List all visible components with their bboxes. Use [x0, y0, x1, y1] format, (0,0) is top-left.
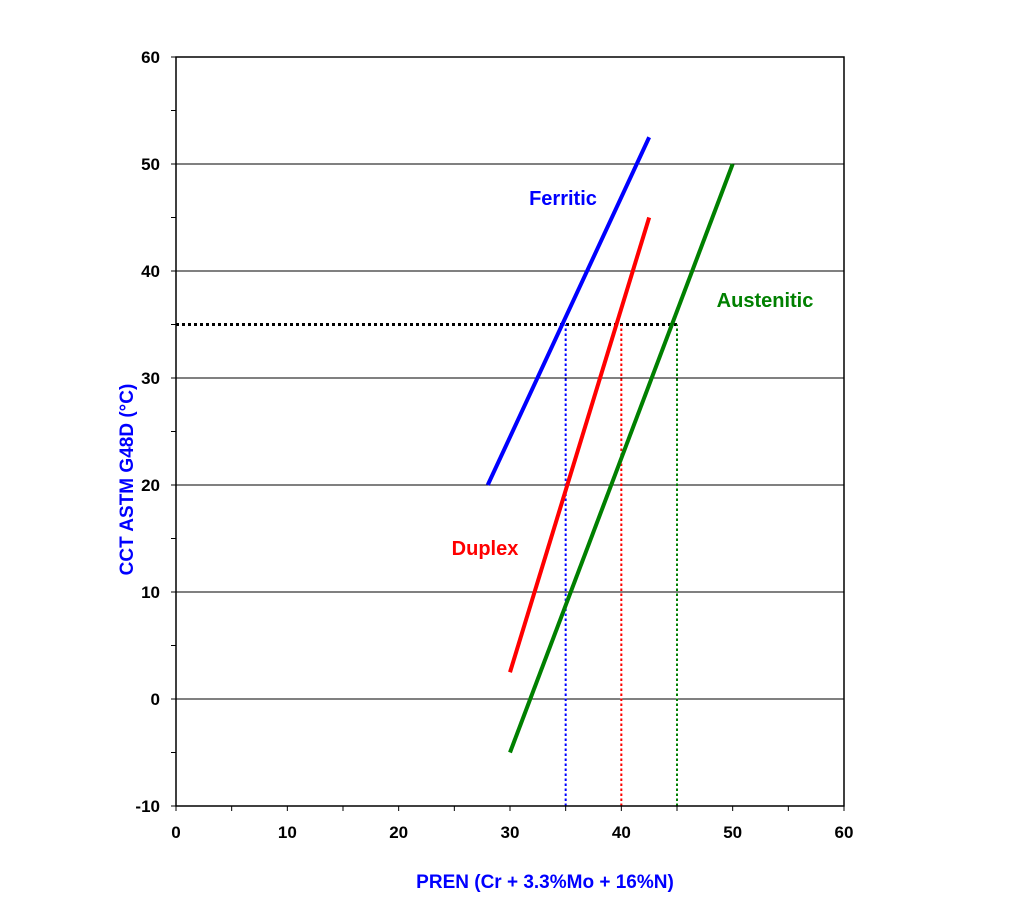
y-tick-label: 0 — [151, 690, 160, 709]
y-tick-label: 10 — [141, 583, 160, 602]
series-label-duplex: Duplex — [452, 538, 519, 560]
series-lines — [485, 136, 735, 754]
y-tick-label: 20 — [141, 476, 160, 495]
x-tick-label: 40 — [612, 823, 631, 842]
series-label-ferritic: Ferritic — [529, 188, 597, 210]
series-line-ferritic — [485, 136, 651, 486]
labels: 0 10 20 30 40 50 60 -10 0 10 20 30 40 50 60 Ferritic Dup… — [135, 48, 853, 842]
ticks — [171, 56, 845, 811]
x-tick-label: 20 — [389, 823, 408, 842]
x-tick-label: 50 — [723, 823, 742, 842]
reference-lines — [176, 323, 678, 806]
series-label-austenitic: Austenitic — [717, 290, 814, 312]
series-line-duplex — [508, 216, 652, 673]
x-tick-label: 30 — [501, 823, 520, 842]
y-axis-title: CCT ASTM G48D (°C) — [117, 384, 138, 576]
gridlines — [176, 163, 844, 700]
x-tick-label: 60 — [835, 823, 854, 842]
y-tick-label: 40 — [141, 262, 160, 281]
y-tick-label: 50 — [141, 155, 160, 174]
x-axis-title: PREN (Cr + 3.3%Mo + 16%N) — [416, 872, 674, 893]
x-tick-label: 10 — [278, 823, 297, 842]
x-tick-label: 0 — [171, 823, 180, 842]
y-tick-label: 60 — [141, 48, 160, 67]
y-tick-label: 30 — [141, 369, 160, 388]
plot-frame — [175, 56, 845, 807]
y-tick-label: -10 — [135, 797, 160, 816]
series-line-austenitic — [508, 163, 735, 754]
